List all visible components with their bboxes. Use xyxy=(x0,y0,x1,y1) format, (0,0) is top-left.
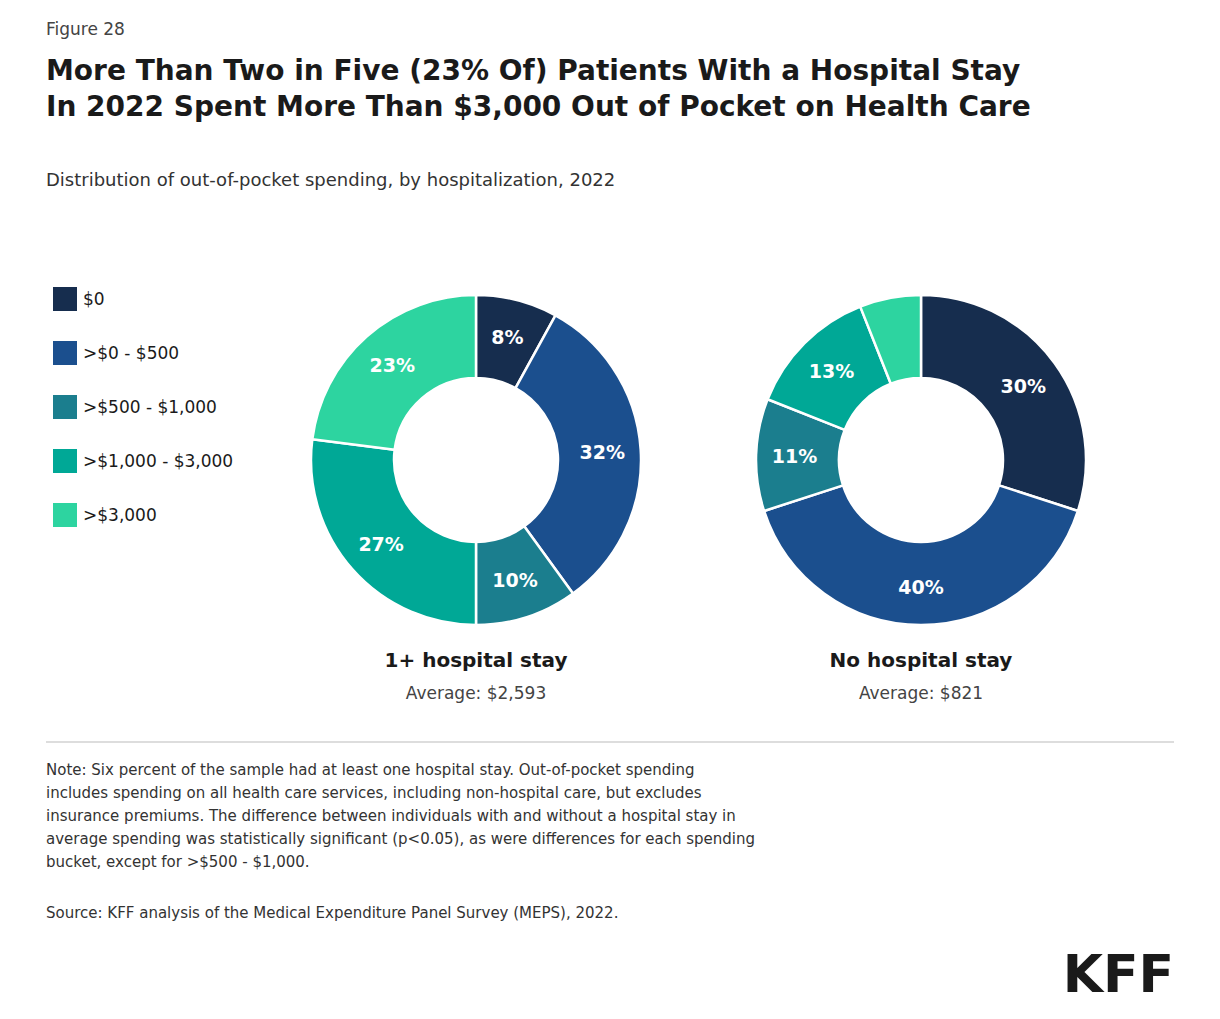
svg-text:average spending was statistic: average spending was statistically signi… xyxy=(46,830,755,848)
svg-text:insurance premiums. The differ: insurance premiums. The difference betwe… xyxy=(46,807,736,825)
svg-text:40%: 40% xyxy=(898,576,943,598)
svg-text:$0: $0 xyxy=(83,289,105,309)
svg-text:Average: $821: Average: $821 xyxy=(859,683,983,703)
svg-text:KFF: KFF xyxy=(1063,944,1174,1004)
svg-text:Distribution of out-of-pocket: Distribution of out-of-pocket spending, … xyxy=(46,169,615,190)
svg-text:No hospital stay: No hospital stay xyxy=(830,648,1013,672)
svg-text:includes spending on all healt: includes spending on all health care ser… xyxy=(46,784,702,802)
svg-text:13%: 13% xyxy=(809,360,854,382)
svg-text:1+ hospital stay: 1+ hospital stay xyxy=(385,648,568,672)
svg-text:>$500 - $1,000: >$500 - $1,000 xyxy=(83,397,217,417)
svg-text:>$1,000 - $3,000: >$1,000 - $3,000 xyxy=(83,451,233,471)
svg-text:bucket, except for >$500 - $1,: bucket, except for >$500 - $1,000. xyxy=(46,853,310,871)
svg-text:30%: 30% xyxy=(1001,375,1046,397)
svg-text:Figure 28: Figure 28 xyxy=(46,19,125,39)
svg-text:10%: 10% xyxy=(492,569,537,591)
svg-text:>$0 - $500: >$0 - $500 xyxy=(83,343,179,363)
svg-text:In 2022 Spent More Than $3,000: In 2022 Spent More Than $3,000 Out of Po… xyxy=(46,90,1031,123)
svg-text:23%: 23% xyxy=(370,354,415,376)
svg-text:27%: 27% xyxy=(358,533,403,555)
svg-text:8%: 8% xyxy=(491,326,523,348)
svg-text:Source: KFF analysis of the Me: Source: KFF analysis of the Medical Expe… xyxy=(46,904,618,922)
svg-text:Note: Six percent of the sampl: Note: Six percent of the sample had at l… xyxy=(46,761,694,779)
svg-text:11%: 11% xyxy=(772,445,817,467)
svg-text:>$3,000: >$3,000 xyxy=(83,505,157,525)
svg-text:Average: $2,593: Average: $2,593 xyxy=(406,683,546,703)
svg-text:32%: 32% xyxy=(580,441,625,463)
svg-text:More Than Two in Five (23% Of): More Than Two in Five (23% Of) Patients … xyxy=(46,54,1020,87)
